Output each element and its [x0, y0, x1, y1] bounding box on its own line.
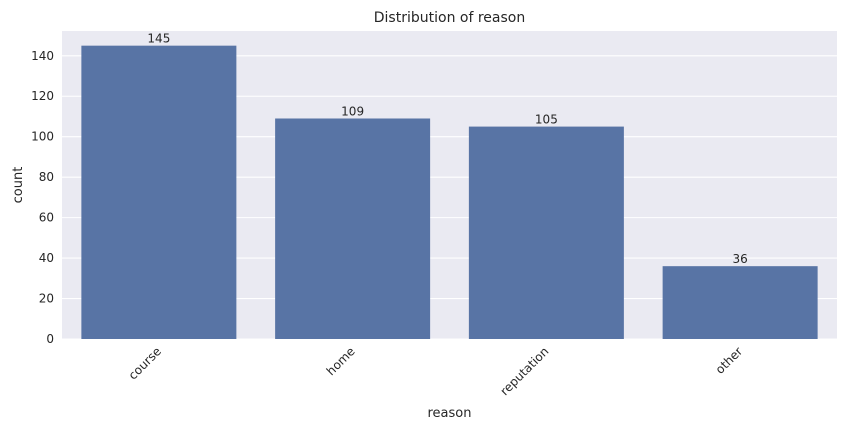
- data-label: 36: [732, 252, 747, 266]
- data-label: 105: [535, 113, 558, 127]
- bar-other: [662, 266, 818, 339]
- data-labels: 145 109 105 36: [147, 32, 747, 267]
- bar-home: [275, 118, 431, 339]
- x-axis-ticks: course home reputation other: [126, 344, 746, 398]
- x-axis-label: reason: [428, 406, 472, 421]
- x-tick-label: other: [713, 344, 746, 377]
- y-tick-label: 20: [39, 292, 54, 306]
- bars: [81, 45, 818, 340]
- y-axis-label: count: [11, 167, 26, 204]
- y-tick-label: 100: [31, 130, 54, 144]
- data-label: 145: [147, 32, 170, 46]
- x-tick-label: course: [126, 344, 164, 382]
- bar-course: [81, 45, 237, 340]
- bar-reputation: [468, 126, 624, 339]
- y-tick-label: 120: [31, 89, 54, 103]
- y-axis-ticks: 0 20 40 60 80 100 120 140: [31, 49, 54, 346]
- y-tick-label: 60: [39, 211, 54, 225]
- chart-title: Distribution of reason: [374, 10, 525, 26]
- y-tick-label: 80: [39, 170, 54, 184]
- y-tick-label: 0: [46, 332, 54, 346]
- data-label: 109: [341, 104, 364, 118]
- y-tick-label: 140: [31, 49, 54, 63]
- x-tick-label: reputation: [498, 344, 552, 398]
- x-tick-label: home: [324, 344, 358, 378]
- y-tick-label: 40: [39, 251, 54, 265]
